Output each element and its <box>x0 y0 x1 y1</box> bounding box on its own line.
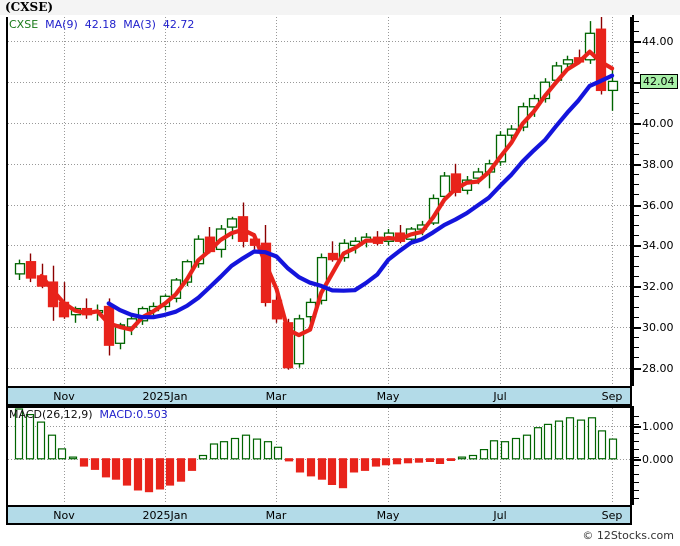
macd-chart-panel[interactable] <box>6 406 632 505</box>
price-axis-label: 40.00 <box>642 117 674 130</box>
price-axis: 44.0042.0040.0038.0036.0034.0032.0030.00… <box>632 15 680 386</box>
date-axis-bottom-label: Nov <box>53 509 75 522</box>
date-axis-top-label: Sep <box>601 390 623 403</box>
legend-ma3-label: MA(3) <box>123 18 156 31</box>
legend-ma9-value: 42.18 <box>84 18 117 31</box>
macd-legend: MACD(26,12,9) MACD:0.503 <box>9 409 168 421</box>
macd-axis-tick <box>634 459 641 461</box>
price-axis-tick <box>634 327 641 329</box>
legend-macd-indicator: MACD(26,12,9) <box>9 408 93 421</box>
date-axis-top-label: Nov <box>53 390 75 403</box>
price-axis-tick <box>634 205 641 207</box>
macd-axis-minor-tick <box>634 465 639 466</box>
price-legend: CXSE MA(9) 42.18 MA(3) 42.72 <box>9 19 194 31</box>
macd-axis-minor-tick <box>634 416 639 417</box>
price-axis-minor-tick <box>634 113 639 114</box>
date-axis-bottom-label: 2025Jan <box>142 509 188 522</box>
macd-axis-minor-tick <box>634 424 639 425</box>
macd-axis-minor-tick <box>634 490 639 491</box>
price-axis-tick <box>634 41 641 43</box>
date-axis-bottom: Nov 2025Jan Mar May Jul Sep <box>6 505 632 525</box>
price-axis-minor-tick <box>634 143 639 144</box>
price-axis-tick <box>634 286 641 288</box>
price-axis-label: 30.00 <box>642 321 674 334</box>
price-axis-minor-tick <box>634 72 639 73</box>
macd-axis-minor-tick <box>634 441 639 442</box>
price-axis-minor-tick <box>634 194 639 195</box>
legend-ma3-value: 42.72 <box>162 18 195 31</box>
price-axis-minor-tick <box>634 52 639 53</box>
price-chart-canvas <box>8 17 630 384</box>
price-axis-tick <box>634 164 641 166</box>
price-axis-minor-tick <box>634 225 639 226</box>
macd-axis-minor-tick <box>634 498 639 499</box>
price-axis-minor-tick <box>634 337 639 338</box>
macd-axis-tick <box>634 426 641 428</box>
macd-axis-minor-tick <box>634 457 639 458</box>
macd-axis-label: 1.000 <box>642 420 674 433</box>
window-titlebar: (CXSE) <box>0 0 680 15</box>
date-axis-top-label: 2025Jan <box>142 390 188 403</box>
price-chart-panel[interactable] <box>6 17 632 386</box>
price-axis-minor-tick <box>634 276 639 277</box>
macd-axis-line <box>632 406 634 505</box>
legend-symbol: CXSE <box>9 18 39 31</box>
price-axis-minor-tick <box>634 103 639 104</box>
price-axis-minor-tick <box>634 256 639 257</box>
date-axis-bottom-label: Mar <box>265 509 287 522</box>
copyright-footer: © 12Stocks.com <box>582 529 674 542</box>
price-axis-minor-tick <box>634 307 639 308</box>
price-axis-tick <box>634 245 641 247</box>
macd-axis-label: 0.000 <box>642 453 674 466</box>
price-axis-label: 34.00 <box>642 239 674 252</box>
price-axis-label: 28.00 <box>642 362 674 375</box>
macd-chart-canvas <box>8 408 630 503</box>
price-axis-line <box>632 15 634 386</box>
price-axis-tick <box>634 123 641 125</box>
price-axis-minor-tick <box>634 133 639 134</box>
price-axis-minor-tick <box>634 296 639 297</box>
price-axis-minor-tick <box>634 317 639 318</box>
date-axis-top-label: May <box>376 390 400 403</box>
date-axis-top: Nov 2025Jan Mar May Jul Sep <box>6 386 632 406</box>
price-axis-minor-tick <box>634 215 639 216</box>
date-axis-bottom-label: Sep <box>601 509 623 522</box>
legend-macd-value: MACD:0.503 <box>99 408 168 421</box>
macd-axis-minor-tick <box>634 449 639 450</box>
price-axis-label: 36.00 <box>642 199 674 212</box>
page-title: (CXSE) <box>5 0 54 14</box>
date-axis-bottom-label: Jul <box>493 509 507 522</box>
price-axis-minor-tick <box>634 31 639 32</box>
price-axis-label: 32.00 <box>642 280 674 293</box>
price-axis-minor-tick <box>634 266 639 267</box>
price-axis-label: 38.00 <box>642 158 674 171</box>
price-axis-label: 44.00 <box>642 35 674 48</box>
macd-axis-minor-tick <box>634 433 639 434</box>
macd-axis-minor-tick <box>634 474 639 475</box>
price-axis-minor-tick <box>634 347 639 348</box>
price-axis-tick <box>634 368 641 370</box>
price-axis-tick <box>634 82 641 84</box>
legend-ma9-label: MA(9) <box>45 18 78 31</box>
date-axis-bottom-label: May <box>376 509 400 522</box>
price-axis-minor-tick <box>634 235 639 236</box>
date-axis-top-label: Mar <box>265 390 287 403</box>
price-axis-minor-tick <box>634 154 639 155</box>
price-axis-minor-tick <box>634 357 639 358</box>
price-axis-minor-tick <box>634 92 639 93</box>
macd-axis-minor-tick <box>634 482 639 483</box>
price-axis-minor-tick <box>634 21 639 22</box>
price-axis-minor-tick <box>634 184 639 185</box>
last-price-marker: 42.04 <box>640 74 678 89</box>
date-axis-top-label: Jul <box>493 390 507 403</box>
price-axis-minor-tick <box>634 62 639 63</box>
price-axis-minor-tick <box>634 174 639 175</box>
macd-axis: 1.000 0.000 <box>632 406 680 505</box>
